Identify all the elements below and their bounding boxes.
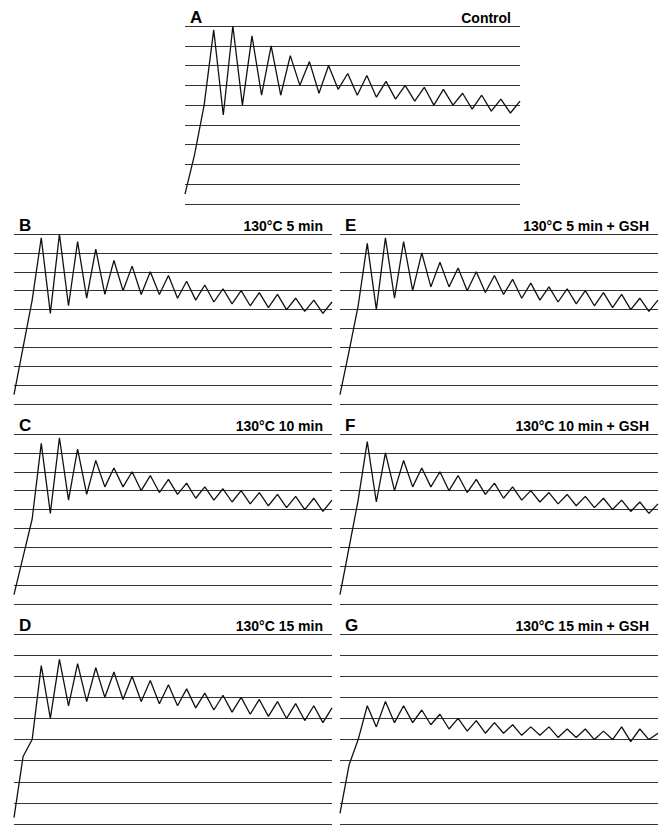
svg-text:D: D: [19, 616, 31, 635]
svg-text:B: B: [19, 216, 31, 235]
svg-text:130°C 10 min: 130°C 10 min: [236, 418, 323, 434]
svg-text:130°C 15 min: 130°C 15 min: [236, 618, 323, 634]
svg-text:F: F: [345, 416, 355, 435]
svg-text:Control: Control: [461, 10, 511, 26]
svg-text:130°C 10 min + GSH: 130°C 10 min + GSH: [515, 418, 649, 434]
svg-text:130°C 15 min + GSH: 130°C 15 min + GSH: [515, 618, 649, 634]
svg-text:C: C: [19, 416, 31, 435]
svg-text:A: A: [190, 8, 202, 27]
svg-text:130°C 5 min: 130°C 5 min: [243, 218, 323, 234]
svg-text:G: G: [345, 616, 358, 635]
svg-text:130°C 5 min + GSH: 130°C 5 min + GSH: [523, 218, 649, 234]
svg-text:E: E: [345, 216, 356, 235]
